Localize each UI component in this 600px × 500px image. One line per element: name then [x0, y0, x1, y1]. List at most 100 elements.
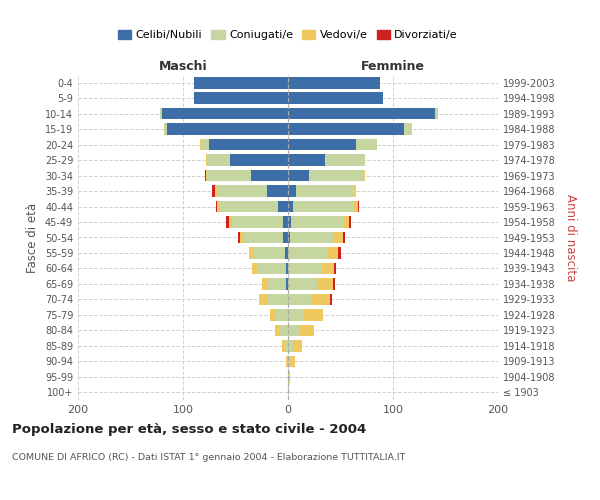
Bar — [288, 309, 304, 320]
Bar — [162, 108, 288, 120]
Bar — [275, 309, 288, 320]
Y-axis label: Anni di nascita: Anni di nascita — [564, 194, 577, 281]
Bar — [349, 216, 351, 228]
Bar — [296, 186, 354, 197]
Bar — [283, 216, 288, 228]
Bar — [358, 200, 359, 212]
Bar — [299, 324, 314, 336]
Bar — [259, 294, 267, 305]
Bar — [288, 108, 435, 120]
Bar — [343, 232, 345, 243]
Bar — [285, 247, 288, 259]
Text: COMUNE DI AFRICO (RC) - Dati ISTAT 1° gennaio 2004 - Elaborazione TUTTITALIA.IT: COMUNE DI AFRICO (RC) - Dati ISTAT 1° ge… — [12, 452, 406, 462]
Bar — [291, 216, 344, 228]
Bar — [328, 247, 338, 259]
Bar — [288, 139, 356, 150]
Bar — [277, 200, 288, 212]
Bar — [257, 262, 286, 274]
Bar — [334, 232, 343, 243]
Bar — [288, 170, 309, 181]
Text: Popolazione per età, sesso e stato civile - 2004: Popolazione per età, sesso e stato civil… — [12, 422, 366, 436]
Bar — [344, 216, 349, 228]
Bar — [230, 154, 288, 166]
Bar — [288, 92, 383, 104]
Bar — [288, 340, 293, 351]
Bar — [209, 139, 288, 150]
Bar — [217, 200, 220, 212]
Bar — [288, 186, 296, 197]
Bar — [288, 262, 322, 274]
Bar — [207, 154, 230, 166]
Bar — [285, 340, 288, 351]
Text: Femmine: Femmine — [361, 60, 425, 74]
Bar — [325, 154, 365, 166]
Bar — [206, 170, 207, 181]
Bar — [435, 108, 438, 120]
Text: Maschi: Maschi — [158, 60, 208, 74]
Bar — [206, 154, 207, 166]
Bar — [354, 186, 356, 197]
Bar — [364, 170, 365, 181]
Bar — [212, 186, 215, 197]
Bar — [167, 124, 288, 135]
Bar — [304, 309, 323, 320]
Bar — [229, 216, 232, 228]
Bar — [267, 294, 288, 305]
Bar — [309, 170, 364, 181]
Bar — [282, 340, 285, 351]
Bar — [288, 371, 290, 382]
Bar — [290, 356, 295, 367]
Bar — [288, 278, 317, 289]
Bar — [354, 200, 358, 212]
Bar — [334, 262, 337, 274]
Bar — [288, 232, 290, 243]
Bar — [253, 262, 257, 274]
Bar — [193, 92, 288, 104]
Bar — [270, 309, 275, 320]
Bar — [293, 200, 354, 212]
Bar — [288, 124, 404, 135]
Bar — [243, 232, 283, 243]
Bar — [164, 124, 167, 135]
Bar — [193, 77, 288, 88]
Bar — [262, 278, 267, 289]
Bar — [251, 170, 288, 181]
Bar — [232, 216, 283, 228]
Bar — [290, 232, 334, 243]
Bar — [333, 278, 335, 289]
Bar — [205, 170, 206, 181]
Bar — [201, 139, 209, 150]
Bar — [217, 186, 267, 197]
Bar — [288, 324, 299, 336]
Bar — [238, 232, 240, 243]
Bar — [317, 278, 333, 289]
Bar — [283, 232, 288, 243]
Bar — [267, 278, 286, 289]
Bar — [288, 154, 325, 166]
Bar — [253, 247, 285, 259]
Bar — [275, 324, 280, 336]
Legend: Celibi/Nubili, Coniugati/e, Vedovi/e, Divorziati/e: Celibi/Nubili, Coniugati/e, Vedovi/e, Di… — [113, 26, 463, 44]
Bar — [215, 186, 217, 197]
Bar — [240, 232, 243, 243]
Bar — [286, 262, 288, 274]
Bar — [226, 216, 229, 228]
Bar — [288, 200, 293, 212]
Bar — [322, 262, 334, 274]
Bar — [338, 247, 341, 259]
Bar — [267, 186, 288, 197]
Bar — [288, 77, 380, 88]
Bar — [288, 294, 311, 305]
Bar — [288, 356, 290, 367]
Bar — [288, 216, 291, 228]
Bar — [356, 139, 377, 150]
Bar — [160, 108, 162, 120]
Bar — [200, 139, 201, 150]
Bar — [286, 278, 288, 289]
Bar — [215, 200, 217, 212]
Bar — [293, 340, 302, 351]
Bar — [249, 247, 253, 259]
Bar — [330, 294, 332, 305]
Bar — [404, 124, 412, 135]
Bar — [220, 200, 277, 212]
